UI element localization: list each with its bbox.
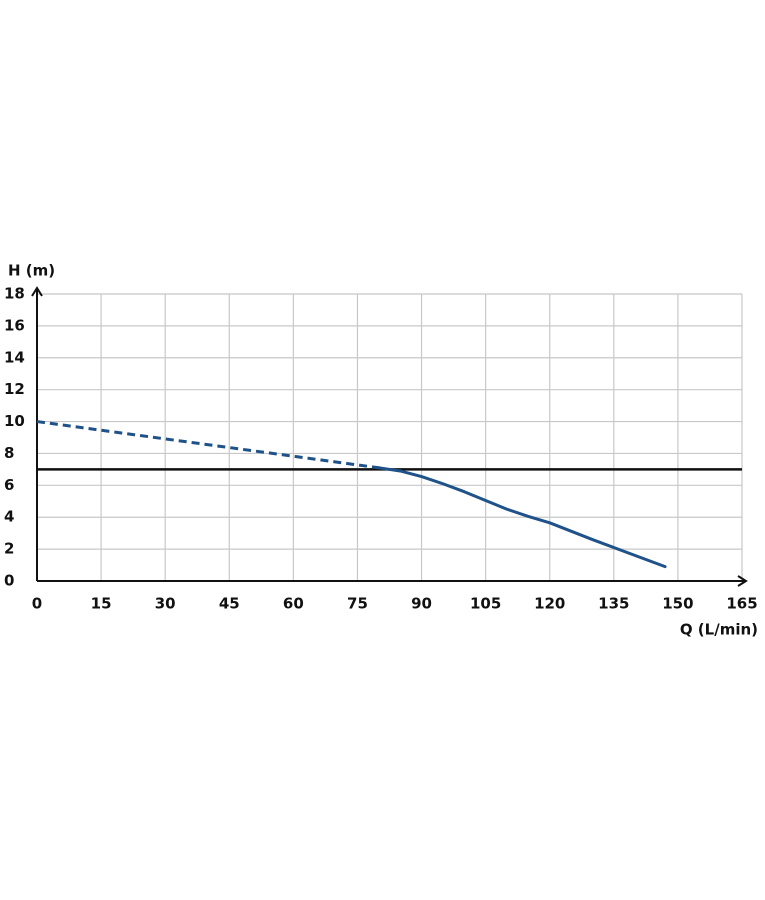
x-tick-label: 90 [411,595,432,613]
y-axis [31,286,43,581]
x-tick-label: 30 [155,595,176,613]
y-tick-label: 0 [4,572,14,590]
x-tick-label: 165 [726,595,757,613]
y-tick-label: 16 [4,316,25,334]
y-tick-label: 8 [4,444,14,462]
x-tick-label: 45 [219,595,240,613]
y-tick-label: 4 [4,508,14,526]
x-tick-label: 150 [662,595,693,613]
curve [377,466,667,569]
y-tick-label: 2 [4,540,14,558]
x-tick-label: 105 [470,595,501,613]
x-tick-label: 75 [347,595,368,613]
y-tick-label: 10 [4,412,25,430]
x-axis-label: Q (L/min) [680,621,758,639]
x-tick-label: 0 [32,595,42,613]
x-axis [37,575,748,587]
y-tick-label: 12 [4,380,25,398]
x-tick-label: 135 [598,595,629,613]
x-tick-label: 15 [91,595,112,613]
x-tick-label: 60 [283,595,304,613]
curve [36,420,380,470]
x-tick-label: 120 [534,595,565,613]
y-tick-label: 14 [4,348,25,366]
y-tick-label: 18 [4,285,25,303]
y-axis-label: H (m) [8,262,55,280]
y-tick-label: 6 [4,476,14,494]
